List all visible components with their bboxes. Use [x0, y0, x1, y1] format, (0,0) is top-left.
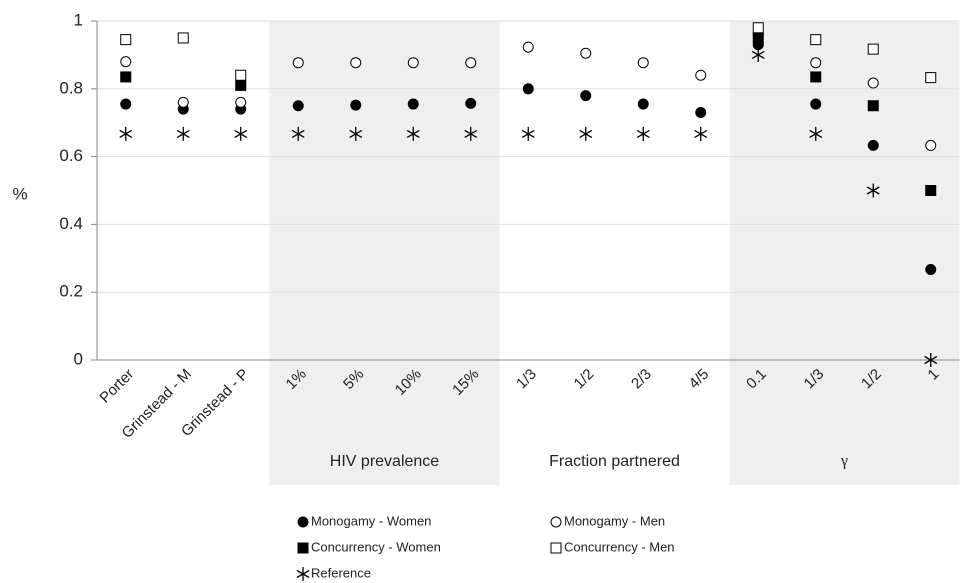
point	[810, 98, 822, 110]
point	[810, 34, 822, 46]
point	[925, 263, 937, 275]
point	[292, 100, 304, 112]
point	[235, 96, 247, 108]
point	[810, 57, 822, 69]
point	[235, 79, 247, 91]
point	[350, 99, 362, 111]
point	[120, 34, 132, 46]
point	[176, 126, 190, 141]
legend-label: Concurrency - Women	[311, 539, 441, 554]
point	[292, 57, 304, 69]
point	[867, 100, 879, 112]
y-tick-label: 0.4	[59, 214, 83, 233]
point	[694, 126, 708, 141]
point	[521, 126, 535, 141]
point	[579, 126, 593, 141]
point	[465, 57, 477, 69]
legend-label: Concurrency - Men	[564, 539, 675, 554]
point	[120, 71, 132, 83]
x-tick-label: 4/5	[686, 366, 713, 393]
point	[752, 32, 764, 44]
point	[406, 126, 420, 141]
point	[636, 126, 650, 141]
point	[810, 71, 822, 83]
point	[120, 98, 132, 110]
point	[809, 126, 823, 141]
y-tick-label: 0.2	[59, 282, 83, 301]
point	[752, 22, 764, 34]
point	[925, 139, 937, 151]
point	[522, 41, 534, 53]
point	[695, 107, 707, 119]
legend-marker	[297, 516, 309, 528]
y-tick-label: 0	[74, 349, 83, 368]
x-tick-label: 1/3	[513, 366, 540, 393]
legend-label: Monogamy - Women	[311, 513, 431, 528]
point	[464, 126, 478, 141]
legend-label: Monogamy - Men	[564, 513, 665, 528]
y-axis-label: %	[12, 184, 27, 203]
point	[580, 90, 592, 102]
point	[349, 126, 363, 141]
point	[867, 43, 879, 55]
legend-marker	[296, 567, 310, 581]
group-label: HIV prevalence	[330, 453, 439, 470]
point	[407, 57, 419, 69]
x-tick-label: 1/2	[571, 366, 598, 393]
y-tick-label: 0.8	[59, 78, 83, 97]
group-shade	[729, 21, 960, 485]
x-tick-label: Porter	[96, 366, 137, 407]
point	[350, 57, 362, 69]
point	[120, 56, 132, 68]
point	[695, 69, 707, 81]
point	[235, 69, 247, 81]
legend-marker	[550, 542, 562, 554]
group-shade	[269, 21, 500, 485]
point	[291, 126, 305, 141]
group-label: γ	[840, 453, 848, 470]
point	[177, 96, 189, 108]
group-label: Fraction partnered	[549, 453, 680, 470]
point	[580, 47, 592, 59]
point	[119, 126, 133, 141]
y-tick-label: 1	[74, 10, 83, 29]
background-layer	[269, 21, 960, 485]
point	[407, 98, 419, 110]
point	[637, 98, 649, 110]
point	[867, 77, 879, 89]
point	[925, 72, 937, 84]
legend-marker	[297, 542, 309, 554]
point	[867, 139, 879, 151]
x-tick-label: 2/3	[628, 366, 655, 393]
y-tick-label: 0.6	[59, 146, 83, 165]
point	[522, 83, 534, 95]
point	[751, 47, 765, 62]
point	[866, 183, 880, 198]
point	[465, 97, 477, 109]
legend-marker	[550, 516, 562, 528]
point	[637, 57, 649, 69]
point	[925, 185, 937, 196]
point	[924, 353, 938, 367]
point	[177, 32, 189, 44]
point	[234, 126, 248, 141]
legend-label: Reference	[311, 565, 371, 580]
